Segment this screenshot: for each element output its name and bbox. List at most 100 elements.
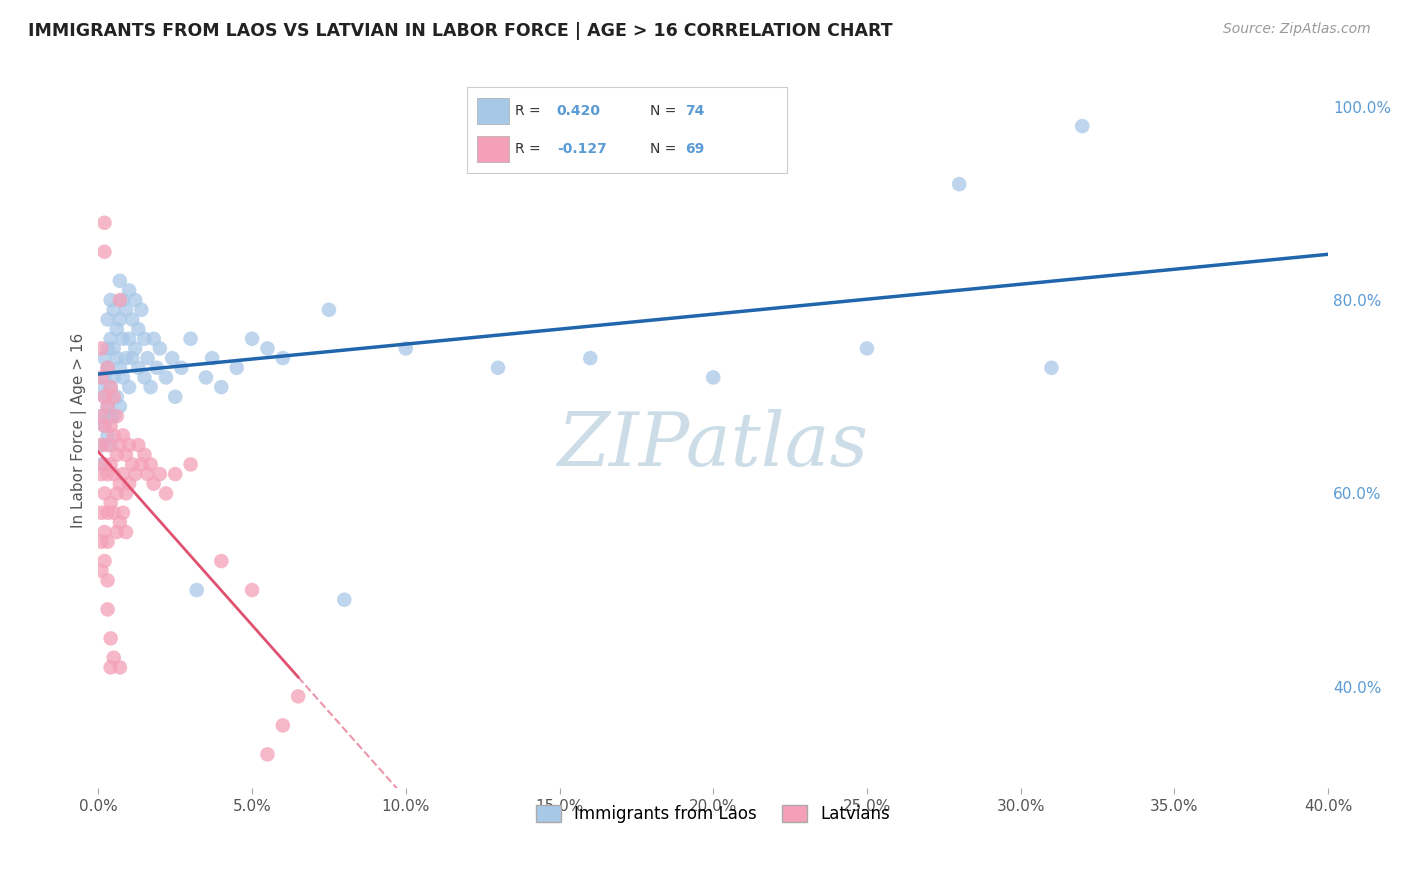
Point [118, 332, 141, 346]
Point [209, 380, 232, 394]
Point [201, 351, 224, 365]
Point [240, 583, 263, 598]
Point [103, 428, 125, 442]
Point [136, 351, 159, 365]
Point [256, 342, 278, 356]
Point [118, 476, 141, 491]
Point [97, 400, 120, 414]
Point [209, 554, 232, 568]
Point [100, 332, 122, 346]
Point [115, 486, 138, 500]
Point [100, 293, 122, 307]
Point [93, 524, 115, 539]
Point [90, 534, 112, 549]
Point [165, 467, 187, 481]
Point [93, 458, 115, 472]
Point [108, 274, 131, 288]
Point [105, 448, 128, 462]
Point [155, 370, 177, 384]
Point [118, 438, 141, 452]
Point [97, 506, 120, 520]
Point [149, 467, 172, 481]
Point [180, 458, 202, 472]
Point [127, 322, 149, 336]
Point [97, 400, 120, 414]
Point [1071, 119, 1094, 133]
Point [100, 458, 122, 472]
Point [103, 390, 125, 404]
Point [115, 448, 138, 462]
Point [186, 583, 208, 598]
Point [100, 380, 122, 394]
Point [136, 467, 159, 481]
Point [124, 293, 146, 307]
Y-axis label: In Labor Force | Age > 16: In Labor Force | Age > 16 [72, 333, 87, 528]
Point [165, 390, 187, 404]
Point [180, 332, 202, 346]
Point [108, 312, 131, 326]
Point [121, 351, 143, 365]
Point [90, 438, 112, 452]
Point [118, 284, 141, 298]
Point [256, 747, 278, 762]
Point [90, 467, 112, 481]
Point [170, 360, 193, 375]
Point [108, 293, 131, 307]
Point [139, 458, 162, 472]
Point [105, 409, 128, 423]
Text: IMMIGRANTS FROM LAOS VS LATVIAN IN LABOR FORCE | AGE > 16 CORRELATION CHART: IMMIGRANTS FROM LAOS VS LATVIAN IN LABOR… [28, 22, 893, 40]
Point [115, 302, 138, 317]
Legend: Immigrants from Laos, Latvians: Immigrants from Laos, Latvians [530, 798, 897, 830]
Point [115, 351, 138, 365]
Point [194, 370, 217, 384]
Point [90, 506, 112, 520]
Point [97, 534, 120, 549]
Point [287, 690, 309, 704]
Point [111, 506, 134, 520]
Point [105, 486, 128, 500]
Point [97, 312, 120, 326]
Point [118, 380, 141, 394]
Point [100, 660, 122, 674]
Point [486, 360, 509, 375]
Point [240, 332, 263, 346]
Point [108, 516, 131, 530]
Point [93, 370, 115, 384]
Point [93, 244, 115, 259]
Point [100, 632, 122, 646]
Point [90, 564, 112, 578]
Point [134, 448, 156, 462]
Point [105, 351, 128, 365]
Point [100, 409, 122, 423]
Point [90, 409, 112, 423]
Point [124, 467, 146, 481]
Point [103, 467, 125, 481]
Point [97, 428, 120, 442]
Point [90, 438, 112, 452]
Point [105, 322, 128, 336]
Point [124, 342, 146, 356]
Point [103, 302, 125, 317]
Point [145, 360, 167, 375]
Point [111, 467, 134, 481]
Text: Source: ZipAtlas.com: Source: ZipAtlas.com [1223, 22, 1371, 37]
Point [108, 660, 131, 674]
Point [93, 418, 115, 433]
Point [111, 428, 134, 442]
Point [139, 380, 162, 394]
Point [1040, 360, 1063, 375]
Point [90, 409, 112, 423]
Point [97, 360, 120, 375]
Point [108, 400, 131, 414]
Point [90, 370, 112, 384]
Point [105, 524, 128, 539]
Point [579, 351, 602, 365]
Point [948, 177, 970, 191]
Point [103, 370, 125, 384]
Point [108, 438, 131, 452]
Point [333, 592, 356, 607]
Point [103, 506, 125, 520]
Point [105, 390, 128, 404]
Point [93, 390, 115, 404]
Point [134, 370, 156, 384]
